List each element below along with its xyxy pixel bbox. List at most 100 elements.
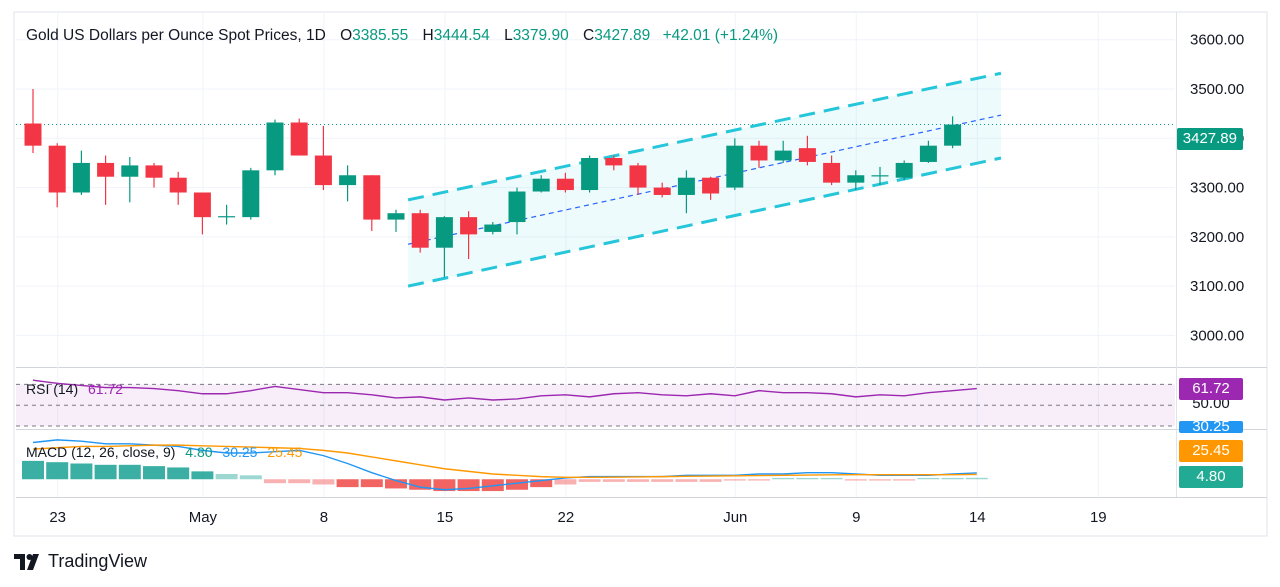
macd-legend-signal: 30.25 [222,444,258,460]
macd-hidden-badge: 30.25 [1179,421,1243,433]
macd-histogram-bar [723,479,746,481]
x-tick-label: 19 [1090,509,1107,526]
tradingview-logo-icon [14,553,39,570]
candle-body [48,145,66,193]
channel-lower-line [407,156,1002,288]
candle-body [339,175,357,186]
macd-histogram-bar [917,477,940,480]
candle-body [484,224,502,232]
macd-histogram-bar [554,479,577,485]
candle-body [653,187,671,195]
candle-body [435,217,453,248]
macd-histogram-bar [457,479,480,492]
low-label: L [504,27,513,44]
candle-body [581,158,599,191]
macd-histogram-bar [675,479,698,482]
channel-upper-line [407,71,1002,202]
x-tick-label: 22 [558,509,575,526]
candle-body [266,122,284,171]
close-value: 3427.89 [594,27,651,44]
brand[interactable]: TradingView [14,551,147,572]
x-tick-label: 15 [437,509,454,526]
open-value: 3385.55 [352,27,409,44]
macd-histogram-bar [312,479,335,485]
change-value: +42.01 (+1.24%) [662,27,779,44]
x-tick-label: May [189,509,218,526]
macd-histogram-bar [651,479,674,482]
x-tick-label: 8 [320,509,328,526]
macd-histogram-bar [893,479,916,481]
macd-histogram-bar [627,479,649,482]
macd-legend-hist: 25.45 [267,444,303,460]
macd-signal-badge: 25.45 [1179,440,1243,462]
macd-histogram-bar [22,460,44,480]
macd-legend-macd: 4.80 [185,444,213,460]
y-tick-label: 3500.00 [1190,81,1244,98]
rsi-label: RSI (14) [26,381,79,397]
macd-histogram-bar [288,479,311,484]
rsi-legend-value: 61.72 [88,381,124,397]
candle-body [387,213,405,220]
macd-histogram-bar [506,479,528,490]
candle-body [847,175,865,183]
y-tick-label: 3300.00 [1190,180,1244,197]
macd-histogram-bar [772,477,795,480]
chart-header: Gold US Dollars per Ounce Spot Prices, 1… [26,27,778,45]
rsi-line [32,379,977,401]
candle-body [871,175,889,177]
chart-frame [13,11,1268,537]
candle-body [798,148,816,162]
candle-body [460,217,478,235]
macd-histogram-bar [385,479,407,489]
macd-histogram-bar [215,474,238,480]
candle-body [193,192,211,218]
candle-body [629,165,647,188]
macd-value-badge: 4.80 [1179,466,1243,488]
y-tick-label: 3100.00 [1190,278,1244,295]
candle-body [823,162,841,183]
x-tick-label: 23 [49,509,66,526]
macd-histogram-bar [820,477,843,480]
low-value: 3379.90 [512,27,569,44]
macd-histogram-bar [264,479,286,484]
macd-histogram-bar [118,464,141,480]
channel-middle-line [407,114,1002,245]
candle-body [411,213,429,248]
macd-legend[interactable]: MACD (12, 26, close, 9) 4.80 30.25 25.45 [26,444,302,460]
candle-body [363,175,381,220]
macd-histogram-bar [941,477,964,480]
macd-histogram-bar [748,479,770,481]
macd-histogram-bar [70,463,93,480]
candle-body [556,178,574,191]
open-label: O [340,27,353,44]
candle-body [242,170,260,218]
rsi-legend[interactable]: RSI (14) 61.72 [26,381,123,397]
candle-body [508,191,526,223]
macd-line [32,439,977,491]
candle-body [774,150,792,161]
macd-histogram-bar [796,477,819,480]
macd-histogram-bar [336,479,359,488]
macd-histogram-bar [530,479,553,488]
high-value: 3444.54 [433,27,490,44]
symbol-title[interactable]: Gold US Dollars per Ounce Spot Prices, 1… [26,27,326,44]
macd-histogram-bar [46,462,69,480]
rsi-value-badge: 61.72 [1179,378,1243,400]
close-label: C [583,27,595,44]
macd-histogram-bar [844,479,867,481]
macd-histogram-bar [167,467,190,480]
candle-body [218,216,236,218]
y-tick-label: 3200.00 [1190,229,1244,246]
x-tick-label: 9 [852,509,860,526]
candle-body [532,178,550,192]
candle-body [169,177,187,193]
macd-histogram-bar [360,479,383,488]
macd-histogram-bar [143,466,165,480]
macd-histogram-bar [699,479,722,482]
x-tick-label: Jun [723,509,747,526]
macd-histogram-bar [239,475,262,480]
last-price-badge: 3427.89 [1176,128,1243,150]
macd-histogram-bar [94,464,117,480]
